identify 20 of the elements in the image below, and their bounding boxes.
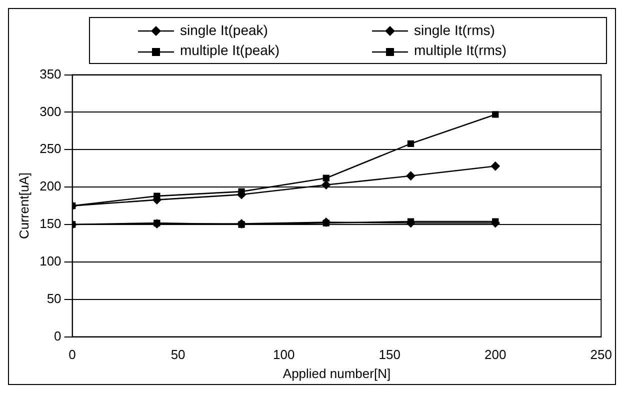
legend-label: multiple It(rms) xyxy=(414,42,507,58)
y-tick-label: 250 xyxy=(40,140,62,156)
y-tick-label: 350 xyxy=(40,66,62,81)
x-axis-title: Applied number[N] xyxy=(282,365,391,380)
y-tick-label: 0 xyxy=(54,328,62,343)
x-tick-label: 0 xyxy=(68,346,76,362)
x-tick-label: 200 xyxy=(484,346,506,362)
x-tick-label: 250 xyxy=(590,346,612,362)
legend-label: multiple It(peak) xyxy=(180,42,280,58)
x-tick-label: 150 xyxy=(378,346,400,362)
legend-label: single It(peak) xyxy=(180,22,268,38)
y-tick-label: 50 xyxy=(46,290,62,306)
legend-label: single It(rms) xyxy=(414,22,495,38)
y-tick-label: 100 xyxy=(40,253,62,268)
x-tick-label: 50 xyxy=(170,346,186,362)
y-tick-label: 200 xyxy=(40,178,62,194)
y-tick-label: 150 xyxy=(40,216,62,231)
x-tick-label: 100 xyxy=(272,346,295,362)
y-axis-title: Current[uA] xyxy=(16,172,32,239)
y-tick-label: 300 xyxy=(40,103,62,118)
